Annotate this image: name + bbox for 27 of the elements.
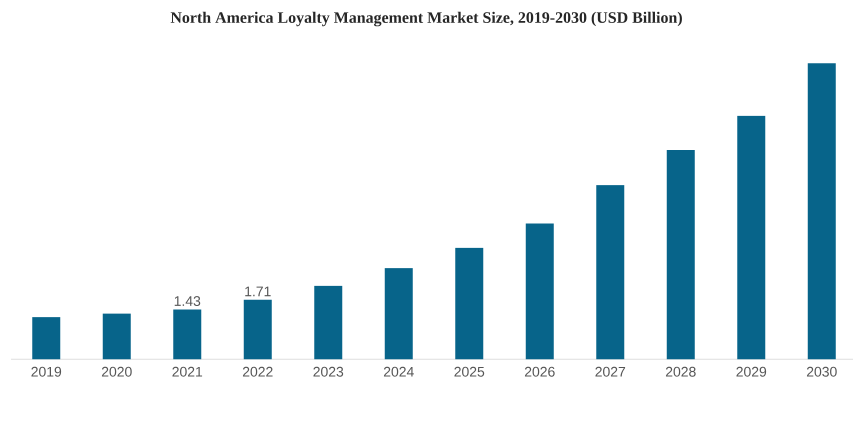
bar: [244, 300, 272, 360]
x-tick-label: 2022: [242, 366, 273, 377]
x-tick-label: 2023: [313, 366, 344, 377]
x-tick-label: 2020: [102, 366, 132, 377]
bar: [808, 63, 836, 360]
x-tick-label: 2019: [31, 366, 62, 377]
x-tick-label: 2024: [384, 366, 414, 377]
bar: [173, 310, 202, 360]
data-label: 1.43: [174, 296, 200, 306]
x-tick-label: 2021: [172, 366, 202, 377]
bar: [455, 248, 484, 360]
bar: [596, 185, 624, 360]
x-tick-label: 2026: [524, 366, 555, 377]
x-tick-label: 2030: [806, 366, 837, 377]
chart-title: North America Loyalty Management Market Size, 2019-2030 (USD Billion): [170, 12, 682, 26]
bar: [666, 150, 695, 360]
bar: [384, 268, 413, 360]
x-tick-label: 2027: [595, 366, 626, 377]
x-tick-label: 2029: [736, 366, 766, 377]
bar: [737, 116, 766, 360]
bar: [32, 317, 60, 360]
bar: [526, 223, 554, 360]
x-tick-label: 2028: [666, 366, 696, 377]
bar: [102, 314, 131, 360]
data-label: 1.71: [245, 286, 271, 296]
bar: [314, 286, 342, 360]
x-tick-label: 2025: [454, 366, 484, 377]
